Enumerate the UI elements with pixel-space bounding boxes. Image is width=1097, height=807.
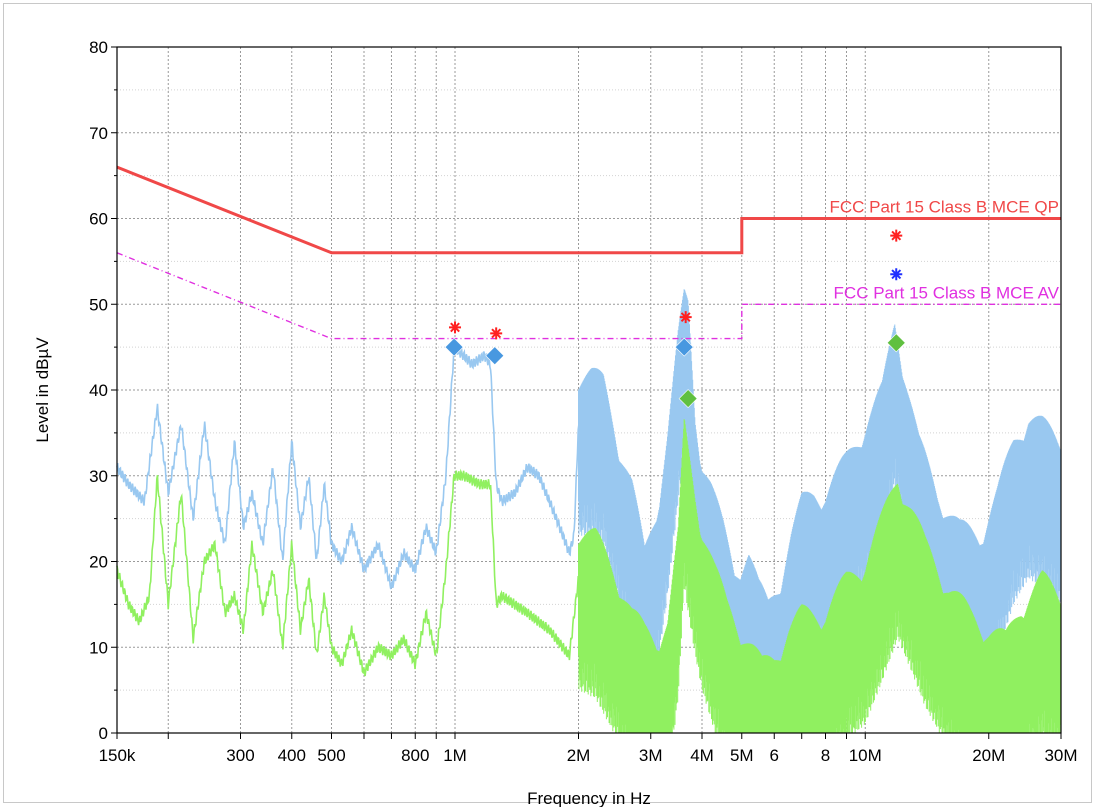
- y-tick-label: 80: [89, 38, 108, 57]
- x-tick-label: 150k: [99, 746, 136, 765]
- limit-lines: FCC Part 15 Class B MCE QP FCC Part 15 Cl…: [116, 165, 1061, 340]
- peak-diamond-marker: [444, 337, 464, 357]
- y-tick-label: 70: [89, 124, 108, 143]
- peak-star-marker: [490, 327, 503, 340]
- peak-diamond-marker: [678, 389, 698, 408]
- x-tick-label: 30M: [1044, 746, 1077, 765]
- x-tick-label: 5M: [730, 746, 754, 765]
- x-tick-label: 800: [401, 746, 429, 765]
- x-tick-label: 2M: [567, 746, 591, 765]
- limit-line: [116, 165, 1061, 255]
- x-tick-label: 500: [317, 746, 345, 765]
- peak-star-marker: [449, 321, 462, 334]
- y-tick-label: 60: [89, 210, 108, 229]
- limit-line-label: FCC Part 15 Class B MCE AV: [834, 283, 1060, 302]
- measurement-series: [116, 289, 1062, 733]
- y-tick-label: 20: [89, 553, 108, 572]
- y-tick-label: 0: [99, 724, 108, 743]
- peak-diamond-marker: [674, 337, 694, 357]
- y-tick-label: 40: [89, 381, 108, 400]
- limit-line: [116, 252, 1061, 340]
- y-tick-label: 30: [89, 467, 108, 486]
- x-tick-label: 300: [226, 746, 254, 765]
- x-tick-label: 4M: [690, 746, 714, 765]
- y-tick-label: 10: [89, 638, 108, 657]
- x-tick-label: 3M: [639, 746, 663, 765]
- x-tick-label: 1M: [443, 746, 467, 765]
- x-axis-label: Frequency in Hz: [527, 789, 651, 807]
- x-tick-label: 400: [278, 746, 306, 765]
- peak-star-marker: [890, 229, 903, 242]
- y-axis-label: Level in dBµV: [33, 337, 52, 443]
- axes: 0 10 20 30 40 50 60 70 80 150k 300 400 500 800 1M 2M 3M 4…: [89, 38, 1077, 765]
- x-tick-label: 6: [770, 746, 779, 765]
- peak-diamond-marker: [886, 333, 906, 353]
- peak-star-marker: [679, 311, 692, 324]
- x-tick-label: 8: [821, 746, 830, 765]
- y-tick-label: 50: [89, 295, 108, 314]
- limit-line-label: FCC Part 15 Class B MCE QP: [829, 198, 1059, 217]
- peak-star-marker: [890, 268, 903, 281]
- x-tick-label: 10M: [849, 746, 882, 765]
- x-tick-label: 20M: [972, 746, 1005, 765]
- peak-diamond-marker: [485, 346, 505, 366]
- series-band: [578, 419, 1062, 733]
- peak-markers: [444, 229, 906, 408]
